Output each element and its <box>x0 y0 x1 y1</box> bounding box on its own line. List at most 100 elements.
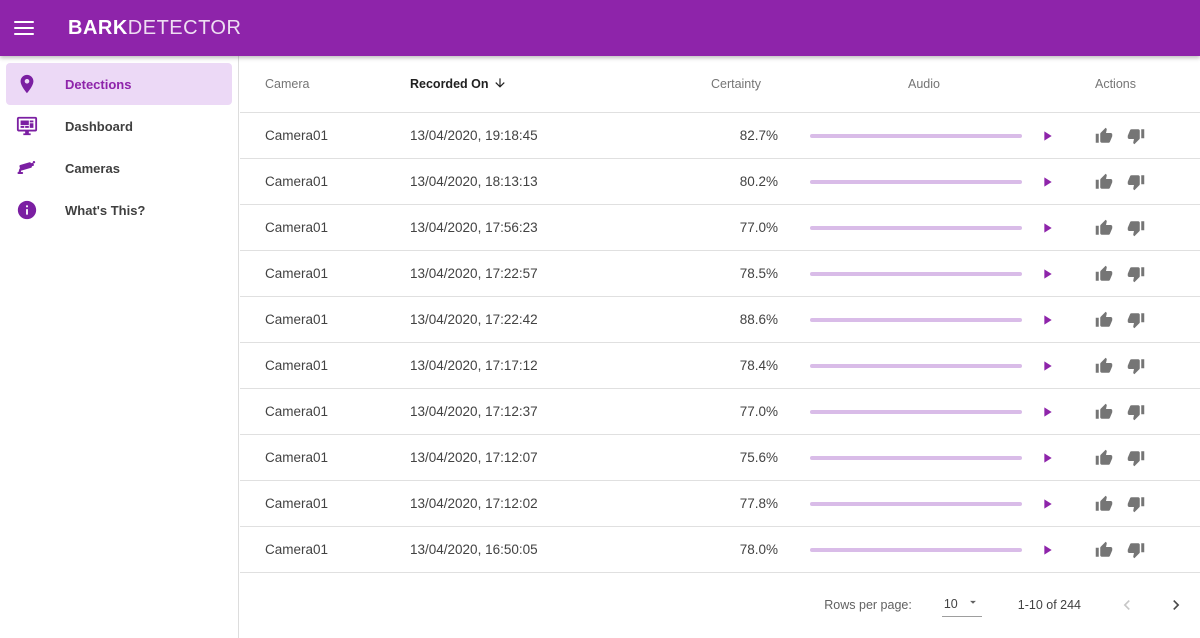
monitor-dashboard-icon <box>15 114 39 138</box>
certainty-cell: 80.2% <box>739 174 778 189</box>
audio-cell <box>778 446 1070 470</box>
play-audio-button[interactable] <box>1035 492 1059 516</box>
audio-seek-slider[interactable] <box>810 547 1022 552</box>
column-header-actions[interactable]: Actions <box>1095 77 1136 91</box>
play-audio-button[interactable] <box>1035 216 1059 240</box>
column-header-certainty[interactable]: Certainty <box>710 77 761 91</box>
thumb-up-button[interactable] <box>1095 541 1113 559</box>
column-header-recorded-on[interactable]: Recorded On <box>385 76 507 93</box>
actions-cell <box>1070 403 1200 421</box>
sidebar-item-detections[interactable]: Detections <box>6 63 232 105</box>
play-audio-button[interactable] <box>1035 308 1059 332</box>
recorded-on-cell: 13/04/2020, 18:13:13 <box>410 174 538 189</box>
table-row: Camera01 13/04/2020, 17:12:37 77.0% <box>240 389 1200 435</box>
actions-cell <box>1070 541 1200 559</box>
thumb-up-button[interactable] <box>1095 265 1113 283</box>
sidebar-item-label: What's This? <box>65 202 146 218</box>
certainty-cell: 77.8% <box>739 496 778 511</box>
camera-cell: Camera01 <box>265 220 329 235</box>
certainty-cell: 75.6% <box>739 450 778 465</box>
thumb-up-button[interactable] <box>1095 219 1113 237</box>
previous-page-button[interactable] <box>1115 593 1139 617</box>
recorded-on-cell: 13/04/2020, 17:22:57 <box>410 266 538 281</box>
actions-cell <box>1070 449 1200 467</box>
thumb-up-button[interactable] <box>1095 403 1113 421</box>
rows-per-page-select[interactable]: 10 <box>941 593 982 617</box>
column-header-recorded-on-label: Recorded On <box>410 77 489 91</box>
thumb-up-button[interactable] <box>1095 127 1113 145</box>
table-row: Camera01 13/04/2020, 16:50:05 78.0% <box>240 527 1200 573</box>
certainty-cell: 77.0% <box>739 404 778 419</box>
table-row: Camera01 13/04/2020, 19:18:45 82.7% <box>240 113 1200 159</box>
sidebar-item-cameras[interactable]: Cameras <box>6 147 232 189</box>
thumb-up-button[interactable] <box>1095 311 1113 329</box>
audio-seek-slider[interactable] <box>810 179 1022 184</box>
audio-seek-slider[interactable] <box>810 363 1022 368</box>
recorded-on-cell: 13/04/2020, 17:56:23 <box>410 220 538 235</box>
audio-seek-slider[interactable] <box>810 409 1022 414</box>
actions-cell <box>1070 495 1200 513</box>
audio-cell <box>778 308 1070 332</box>
sidebar-item-dashboard[interactable]: Dashboard <box>6 105 232 147</box>
audio-seek-slider[interactable] <box>810 501 1022 506</box>
thumb-down-button[interactable] <box>1127 127 1145 145</box>
detections-table-body: Camera01 13/04/2020, 19:18:45 82.7% Came… <box>240 113 1200 573</box>
camera-cell: Camera01 <box>265 542 329 557</box>
play-audio-button[interactable] <box>1035 124 1059 148</box>
actions-cell <box>1070 173 1200 191</box>
play-audio-button[interactable] <box>1035 538 1059 562</box>
play-audio-button[interactable] <box>1035 446 1059 470</box>
thumb-down-button[interactable] <box>1127 173 1145 191</box>
sort-arrow-down-icon <box>493 76 507 93</box>
thumb-down-button[interactable] <box>1127 311 1145 329</box>
next-page-button[interactable] <box>1164 593 1188 617</box>
camera-cell: Camera01 <box>265 174 329 189</box>
thumb-down-button[interactable] <box>1127 265 1145 283</box>
thumb-down-button[interactable] <box>1127 219 1145 237</box>
audio-cell <box>778 216 1070 240</box>
audio-seek-slider[interactable] <box>810 317 1022 322</box>
column-header-camera[interactable]: Camera <box>265 77 310 91</box>
thumb-up-button[interactable] <box>1095 495 1113 513</box>
table-row: Camera01 13/04/2020, 17:17:12 78.4% <box>240 343 1200 389</box>
cctv-camera-icon <box>15 156 39 180</box>
recorded-on-cell: 13/04/2020, 17:12:02 <box>410 496 538 511</box>
audio-cell <box>778 538 1070 562</box>
sidebar: Detections Dashboard Cameras <box>0 56 239 638</box>
app-title: BARKDETECTOR <box>68 17 241 40</box>
sidebar-item-label: Cameras <box>65 160 120 176</box>
thumb-down-button[interactable] <box>1127 495 1145 513</box>
audio-seek-slider[interactable] <box>810 455 1022 460</box>
table-header-row: Camera Recorded On Certainty Audio Actio… <box>240 56 1200 113</box>
actions-cell <box>1070 357 1200 375</box>
table-row: Camera01 13/04/2020, 18:13:13 80.2% <box>240 159 1200 205</box>
play-audio-button[interactable] <box>1035 400 1059 424</box>
play-audio-button[interactable] <box>1035 262 1059 286</box>
thumb-down-button[interactable] <box>1127 541 1145 559</box>
info-circle-icon <box>15 198 39 222</box>
play-audio-button[interactable] <box>1035 354 1059 378</box>
audio-cell <box>778 262 1070 286</box>
rows-per-page-label: Rows per page: <box>824 598 912 612</box>
table-pagination: Rows per page: 10 1-10 of 244 <box>240 573 1200 637</box>
table-row: Camera01 13/04/2020, 17:56:23 77.0% <box>240 205 1200 251</box>
pagination-range-label: 1-10 of 244 <box>1017 598 1081 612</box>
play-audio-button[interactable] <box>1035 170 1059 194</box>
audio-seek-slider[interactable] <box>810 225 1022 230</box>
sidebar-item-whats-this[interactable]: What's This? <box>6 189 232 231</box>
thumb-down-button[interactable] <box>1127 449 1145 467</box>
thumb-up-button[interactable] <box>1095 357 1113 375</box>
thumb-up-button[interactable] <box>1095 449 1113 467</box>
camera-cell: Camera01 <box>265 496 329 511</box>
thumb-down-button[interactable] <box>1127 357 1145 375</box>
hamburger-menu-icon[interactable] <box>4 8 44 48</box>
actions-cell <box>1070 219 1200 237</box>
thumb-down-button[interactable] <box>1127 403 1145 421</box>
audio-seek-slider[interactable] <box>810 271 1022 276</box>
column-header-audio[interactable]: Audio <box>908 77 940 91</box>
thumb-up-button[interactable] <box>1095 173 1113 191</box>
audio-seek-slider[interactable] <box>810 133 1022 138</box>
dropdown-arrow-icon <box>966 595 980 612</box>
recorded-on-cell: 13/04/2020, 17:12:37 <box>410 404 538 419</box>
table-row: Camera01 13/04/2020, 17:12:02 77.8% <box>240 481 1200 527</box>
